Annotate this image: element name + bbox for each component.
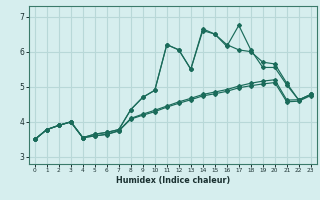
X-axis label: Humidex (Indice chaleur): Humidex (Indice chaleur) (116, 176, 230, 185)
